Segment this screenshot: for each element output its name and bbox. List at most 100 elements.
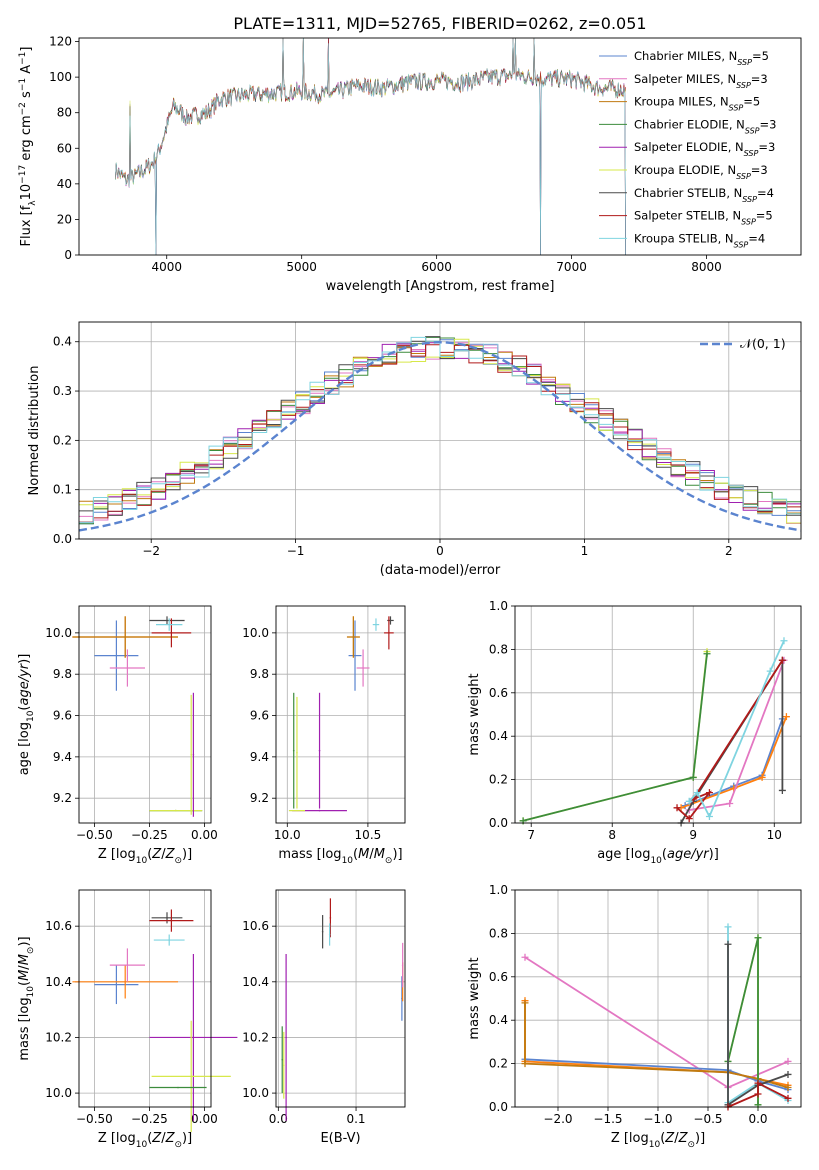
point-marker — [192, 754, 195, 756]
data-point — [192, 692, 195, 817]
histogram-panel: −2 −1 0 1 2 0.0 0.1 0.2 0.3 0.4 (data-model)/error… — [27, 321, 802, 578]
data-point — [151, 618, 192, 648]
data-point — [384, 616, 394, 650]
x-axis-label: E(B-V) — [320, 1131, 360, 1146]
normal-curve — [78, 340, 802, 532]
point-marker — [318, 749, 321, 752]
weight-marker — [784, 1083, 792, 1091]
weight-marker — [724, 923, 732, 931]
point-marker — [170, 919, 173, 922]
point-marker — [124, 636, 126, 638]
weight-marker — [782, 713, 790, 721]
point-marker — [328, 933, 331, 936]
x-axis-label: (data-model)/error — [380, 563, 501, 578]
y-tick-label: 10.2 — [45, 1030, 72, 1044]
spectrum-line — [115, 37, 626, 256]
y-tick-label: 0.1 — [53, 483, 72, 497]
x-tick-label: −1.0 — [643, 1112, 672, 1126]
data-point — [346, 616, 360, 658]
point-marker — [192, 1036, 195, 1039]
x-tick-label: 7000 — [556, 260, 587, 274]
weight-line — [676, 659, 784, 821]
point-marker — [388, 632, 390, 634]
x-tick-label: −1 — [287, 544, 305, 558]
weight-marker — [724, 940, 732, 948]
y-tick-label: 0.0 — [489, 816, 508, 830]
y-tick-label: 9.8 — [250, 667, 269, 681]
point-marker — [389, 619, 392, 622]
data-point — [72, 616, 178, 658]
y-tick-label: 9.8 — [53, 667, 72, 681]
y-tick-label: 0.8 — [489, 642, 508, 656]
x-tick-label: 10 — [767, 828, 782, 842]
weight-line — [727, 944, 789, 1107]
x-axis-label: age [log10(age/yr)] — [597, 847, 719, 866]
weight-series — [519, 650, 711, 825]
y-tick-label: 20 — [57, 212, 72, 226]
point-marker — [321, 930, 324, 933]
x-tick-label: 2 — [725, 544, 733, 558]
weight-series — [521, 953, 792, 1091]
y-axis-label: mass weight — [467, 673, 482, 755]
spectrum-line — [115, 37, 626, 256]
point-marker — [168, 623, 170, 626]
weight-marker — [754, 1079, 762, 1087]
data-point — [328, 923, 331, 946]
y-tick-label: 0 — [64, 248, 72, 262]
y-tick-label: 1.0 — [489, 599, 508, 613]
data-point — [153, 934, 185, 946]
weight-series — [673, 656, 786, 823]
y-tick-label: 0.2 — [53, 433, 72, 447]
x-tick-label: 0.1 — [346, 1112, 365, 1126]
data-point — [94, 620, 139, 691]
y-tick-label: 9.4 — [53, 750, 72, 764]
x-tick-label: −0.50 — [76, 1112, 113, 1126]
y-tick-label: 10.0 — [242, 626, 269, 640]
data-point — [281, 1026, 284, 1094]
y-tick-label: 9.6 — [53, 709, 72, 723]
weight-marker — [521, 953, 529, 961]
point-marker — [170, 632, 173, 634]
y-tick-label: 0.2 — [489, 1057, 508, 1071]
point-marker — [362, 667, 364, 669]
point-marker — [190, 754, 192, 756]
weight-series — [521, 997, 792, 1089]
data-point — [151, 912, 183, 924]
point-marker — [166, 917, 168, 919]
data-point — [149, 953, 238, 1121]
weight-marker — [754, 934, 762, 942]
weight-marker — [778, 786, 786, 794]
data-point — [285, 953, 287, 1121]
y-tick-label: 10.0 — [242, 1086, 269, 1100]
x-tick-label: 5000 — [286, 260, 317, 274]
plot-frame — [78, 37, 802, 256]
histogram-step — [79, 336, 801, 523]
point-marker — [115, 983, 118, 986]
point-marker — [175, 809, 177, 812]
data-point — [149, 616, 185, 625]
x-tick-label: 1 — [581, 544, 589, 558]
x-tick-label: −0.50 — [76, 828, 113, 842]
data-point — [288, 809, 306, 812]
y-tick-label: 10.6 — [242, 919, 269, 933]
y-tick-label: 0.6 — [489, 970, 508, 984]
legend-label: Kroupa MILES, NSSP=5 — [634, 95, 760, 113]
y-tick-label: 10.2 — [242, 1030, 269, 1044]
mass-vs-Z-panel: −0.50 −0.25 0.00 10.0 10.2 10.4 10.6 Z [log10(Z… — [17, 889, 238, 1150]
y-tick-label: 60 — [57, 141, 72, 155]
x-tick-label: −2 — [142, 544, 160, 558]
point-marker — [190, 1075, 192, 1078]
data-point — [356, 649, 370, 687]
weight-marker — [705, 812, 713, 820]
x-tick-label: 9 — [689, 828, 697, 842]
weight-series — [521, 999, 792, 1091]
weight-line — [680, 716, 788, 809]
point-marker — [126, 964, 129, 966]
data-point — [149, 809, 203, 812]
spectrum-line — [115, 37, 626, 256]
y-tick-label: 10.0 — [45, 626, 72, 640]
data-point — [149, 1086, 207, 1089]
point-marker — [282, 1064, 285, 1067]
legend-label: Salpeter STELIB, NSSP=5 — [634, 209, 773, 227]
